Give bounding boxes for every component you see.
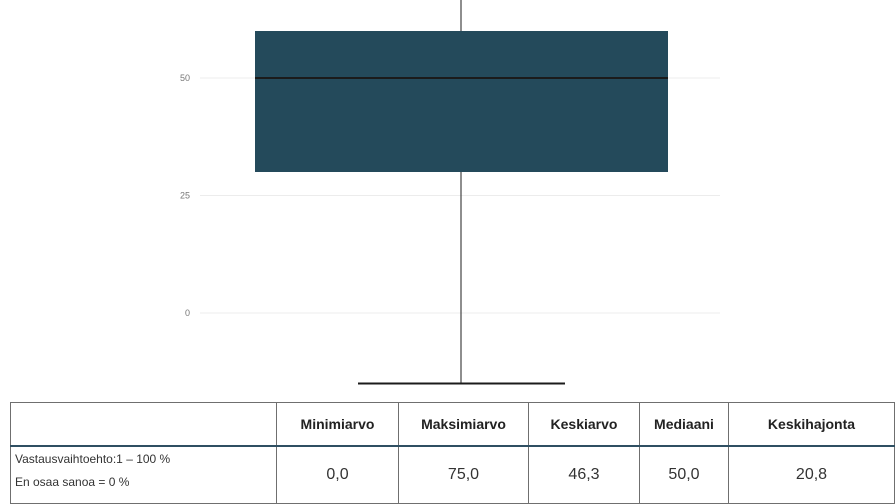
y-axis-ticks: 1251007550250-25	[180, 73, 190, 318]
box-plot: 1251007550250-25	[180, 0, 720, 385]
header-keskiarvo: Keskiarvo	[528, 402, 640, 447]
value-maksimiarvo: 75,0	[398, 445, 529, 504]
header-minimiarvo: Minimiarvo	[276, 402, 399, 447]
row-label: Vastausvaihtoehto:1 – 100 % En osaa sano…	[10, 445, 277, 504]
table-row: Vastausvaihtoehto:1 – 100 % En osaa sano…	[10, 445, 895, 504]
table-header-row: Minimiarvo Maksimiarvo Keskiarvo Mediaan…	[10, 402, 895, 447]
row-label-line-2: En osaa sanoa = 0 %	[15, 475, 130, 489]
header-keskihajonta: Keskihajonta	[728, 402, 895, 447]
value-minimiarvo: 0,0	[276, 445, 399, 504]
y-tick-label: 0	[185, 308, 190, 318]
statistics-table: Minimiarvo Maksimiarvo Keskiarvo Mediaan…	[10, 402, 895, 504]
value-mediaani: 50,0	[639, 445, 729, 504]
y-tick-label: 25	[180, 191, 190, 201]
header-empty	[10, 402, 277, 447]
interquartile-box	[255, 31, 668, 172]
header-mediaani: Mediaani	[639, 402, 729, 447]
header-maksimiarvo: Maksimiarvo	[398, 402, 529, 447]
box-plot-marks	[255, 0, 668, 385]
row-label-line-1: Vastausvaihtoehto:1 – 100 %	[15, 452, 171, 466]
value-keskihajonta: 20,8	[728, 445, 895, 504]
value-keskiarvo: 46,3	[528, 445, 640, 504]
y-tick-label: 50	[180, 73, 190, 83]
